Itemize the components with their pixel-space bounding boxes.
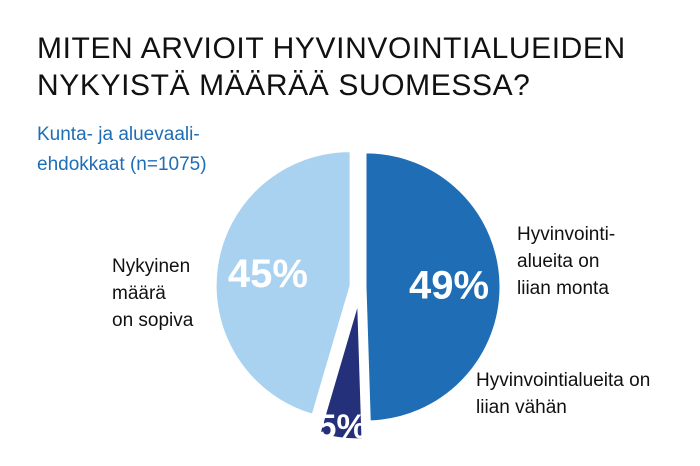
pie-slice xyxy=(365,152,501,422)
slice-label-liian-vahan: Hyvinvointialueita on liian vähän xyxy=(476,367,650,421)
slice-label-liian-monta: Hyvinvointi- alueita on liian monta xyxy=(517,221,615,302)
subtitle-line-2: ehdokkaat (n=1075) xyxy=(37,154,207,175)
subtitle-line-1: Kunta- ja aluevaali- xyxy=(37,124,200,145)
slice-label-line: alueita on xyxy=(517,251,600,272)
slice-percent-label: 5% xyxy=(318,408,367,446)
pie-slice xyxy=(319,304,363,440)
slice-label-line: on sopiva xyxy=(112,310,194,331)
title-line-2: NYKYISTÄ MÄÄRÄÄ SUOMESSA? xyxy=(37,69,531,102)
slice-percent-label: 45% xyxy=(228,252,308,296)
slice-label-line: liian vähän xyxy=(476,397,567,418)
slice-label-line: Hyvinvointi- xyxy=(517,224,616,245)
slice-label-line: liian monta xyxy=(517,278,609,299)
slice-label-sopiva: Nykyinen määrä on sopiva xyxy=(112,253,193,334)
pie-slice xyxy=(215,151,351,415)
chart-subtitle: Kunta- ja aluevaali- ehdokkaat (n=1075) xyxy=(37,120,207,180)
title-line-1: MITEN ARVIOIT HYVINVOINTIALUEIDEN xyxy=(37,32,626,65)
slice-label-line: Nykyinen xyxy=(112,256,191,277)
slice-label-line: määrä xyxy=(112,283,166,304)
slice-label-line: Hyvinvointialueita on xyxy=(476,370,651,391)
slice-percent-label: 49% xyxy=(409,264,489,308)
chart-title: MITEN ARVIOIT HYVINVOINTIALUEIDEN NYKYIS… xyxy=(37,30,626,104)
